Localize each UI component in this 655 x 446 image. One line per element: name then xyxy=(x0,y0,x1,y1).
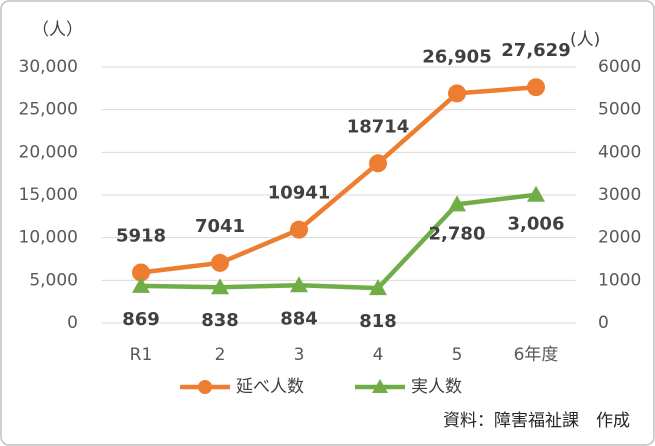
marker xyxy=(369,154,387,173)
marker xyxy=(211,253,229,272)
x-tick-label: 6年度 xyxy=(514,345,559,365)
legend-marker xyxy=(198,380,212,394)
y-unit-label: （人） xyxy=(32,20,83,40)
marker xyxy=(290,220,308,239)
marker xyxy=(132,263,150,282)
data-label: 884 xyxy=(280,308,318,329)
x-tick-label: 3 xyxy=(294,345,305,365)
data-label: 7041 xyxy=(195,216,245,237)
x-tick-label: 2 xyxy=(215,345,226,365)
legend-label: 延べ人数 xyxy=(236,377,304,397)
legend-marker xyxy=(372,379,388,393)
marker xyxy=(132,276,150,293)
marker xyxy=(527,185,545,202)
marker xyxy=(527,78,545,97)
marker xyxy=(448,84,466,103)
data-label: 869 xyxy=(122,309,160,330)
y-tick-label: 10,000 xyxy=(19,228,78,248)
data-label: 26,905 xyxy=(422,46,491,67)
data-label: 27,629 xyxy=(501,40,570,61)
y-tick-label: 30,000 xyxy=(19,57,78,77)
data-label: 838 xyxy=(201,310,239,331)
y-tick-label: 5,000 xyxy=(29,270,78,290)
y2-tick-label: 1000 xyxy=(598,270,641,290)
series-line xyxy=(140,84,537,275)
legend-label: 実人数 xyxy=(411,377,462,397)
y-tick-label: 25,000 xyxy=(19,100,78,120)
source-note: 資料：障害福祉課 作成 xyxy=(443,411,630,431)
data-label: 5918 xyxy=(116,225,166,246)
y2-tick-label: 2000 xyxy=(598,228,641,248)
marker xyxy=(211,278,229,295)
y-tick-label: 0 xyxy=(67,313,78,333)
data-label: 2,780 xyxy=(429,223,486,244)
y2-tick-label: 3000 xyxy=(598,185,641,205)
marker xyxy=(290,276,308,293)
y2-tick-label: 6000 xyxy=(598,57,641,77)
y-tick-label: 20,000 xyxy=(19,142,78,162)
x-tick-label: 5 xyxy=(452,345,463,365)
data-label: 818 xyxy=(359,311,397,332)
y2-tick-label: 4000 xyxy=(598,142,641,162)
x-tick-label: R1 xyxy=(130,345,153,365)
x-tick-label: 4 xyxy=(373,345,384,365)
data-label: 3,006 xyxy=(508,214,565,235)
y2-unit-label: (人) xyxy=(570,30,600,50)
y2-tick-label: 5000 xyxy=(598,100,641,120)
marker xyxy=(448,195,466,212)
marker xyxy=(369,279,387,296)
data-label: 10941 xyxy=(268,183,331,204)
y-tick-label: 15,000 xyxy=(19,185,78,205)
y2-tick-label: 0 xyxy=(598,313,609,333)
series-line xyxy=(140,192,537,291)
data-label: 18714 xyxy=(347,116,410,137)
